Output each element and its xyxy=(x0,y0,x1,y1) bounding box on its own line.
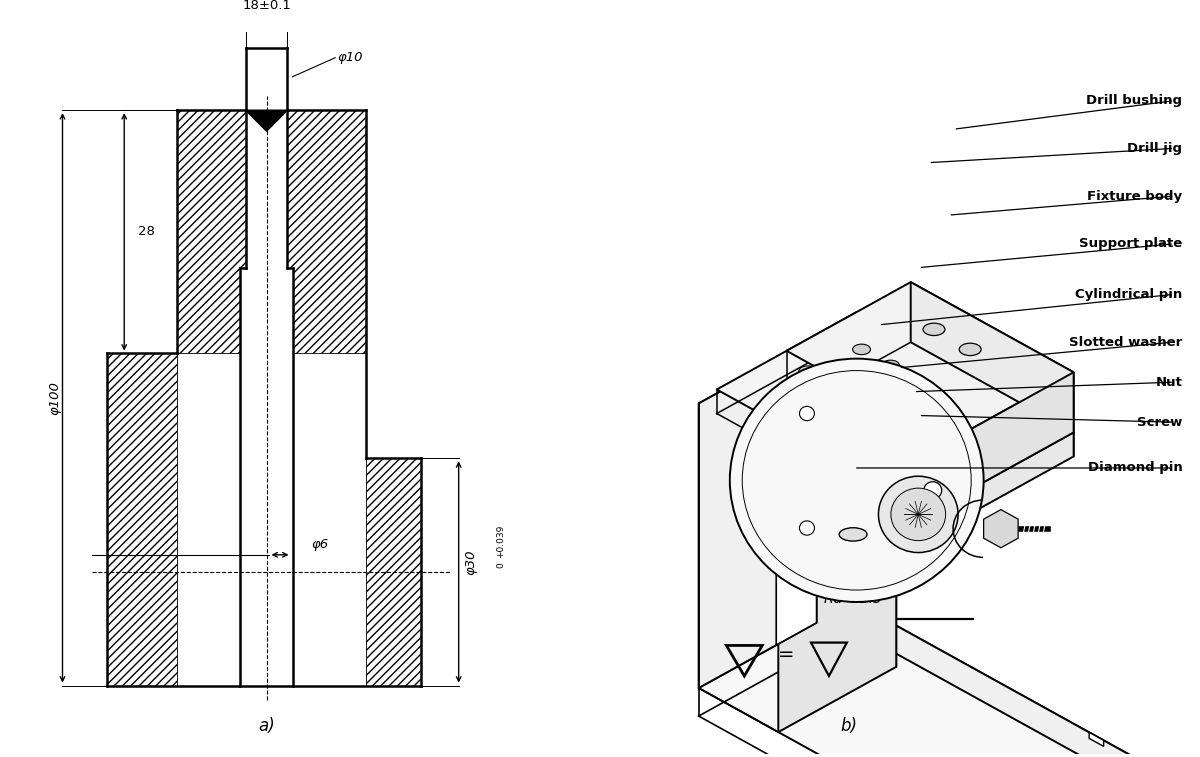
Polygon shape xyxy=(246,111,288,131)
Polygon shape xyxy=(366,459,421,686)
Polygon shape xyxy=(779,382,896,732)
Polygon shape xyxy=(934,432,1074,534)
Ellipse shape xyxy=(959,343,982,356)
Ellipse shape xyxy=(890,488,946,540)
Text: Slotted washer: Slotted washer xyxy=(1069,335,1182,348)
Polygon shape xyxy=(698,602,1144,757)
Text: Ra  12.5: Ra 12.5 xyxy=(824,592,882,606)
Polygon shape xyxy=(716,312,1074,509)
Text: 28: 28 xyxy=(138,226,155,238)
Ellipse shape xyxy=(853,344,870,354)
Text: Diamond pin: Diamond pin xyxy=(1087,462,1182,475)
Text: Drill jig: Drill jig xyxy=(1127,142,1182,155)
Text: a): a) xyxy=(258,717,275,734)
Ellipse shape xyxy=(923,323,944,335)
Polygon shape xyxy=(816,338,896,667)
Polygon shape xyxy=(288,111,366,354)
Ellipse shape xyxy=(878,476,958,553)
Ellipse shape xyxy=(799,521,815,535)
Text: +0.039: +0.039 xyxy=(497,525,505,558)
Polygon shape xyxy=(176,111,246,354)
Text: 0: 0 xyxy=(497,562,505,569)
Text: φ30: φ30 xyxy=(464,550,478,575)
Polygon shape xyxy=(107,354,176,686)
Polygon shape xyxy=(1090,732,1104,746)
Polygon shape xyxy=(854,602,1144,757)
Polygon shape xyxy=(698,338,816,688)
Text: b): b) xyxy=(840,717,857,734)
Polygon shape xyxy=(698,338,896,447)
Ellipse shape xyxy=(799,407,815,421)
Text: Support plate: Support plate xyxy=(1079,237,1182,251)
Polygon shape xyxy=(949,372,1074,501)
Polygon shape xyxy=(776,550,816,645)
Polygon shape xyxy=(786,282,1074,441)
Ellipse shape xyxy=(924,481,942,499)
Ellipse shape xyxy=(882,360,900,371)
Ellipse shape xyxy=(730,359,984,602)
Polygon shape xyxy=(911,282,1074,432)
Text: =: = xyxy=(778,646,794,665)
Text: Screw: Screw xyxy=(1136,416,1182,428)
Text: φ10: φ10 xyxy=(337,51,362,64)
Text: φ100: φ100 xyxy=(48,381,61,415)
Text: φ6: φ6 xyxy=(311,538,329,551)
Ellipse shape xyxy=(839,528,868,541)
Text: Cylindrical pin: Cylindrical pin xyxy=(1075,288,1182,301)
Text: Drill bushing: Drill bushing xyxy=(1086,94,1182,107)
Text: Fixture body: Fixture body xyxy=(1087,189,1182,203)
Text: Nut: Nut xyxy=(1156,375,1182,388)
Polygon shape xyxy=(857,312,1074,456)
Text: 18±0.1: 18±0.1 xyxy=(242,0,290,12)
Ellipse shape xyxy=(799,366,817,376)
